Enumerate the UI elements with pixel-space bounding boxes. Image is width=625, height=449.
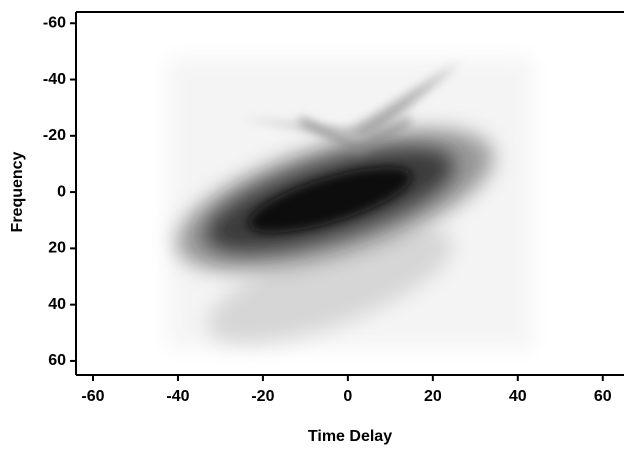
y-tick-label: 60 — [48, 352, 66, 369]
x-axis-title: Time Delay — [308, 428, 392, 445]
y-tick-label: -20 — [43, 127, 66, 144]
x-tick-label: 0 — [343, 388, 352, 405]
x-tick-label: 60 — [594, 388, 612, 405]
y-tick-label: -40 — [43, 71, 66, 88]
density-image — [168, 58, 533, 348]
x-tick-label: 20 — [424, 388, 442, 405]
x-tick-label: -40 — [166, 388, 189, 405]
x-tick-label: 40 — [509, 388, 527, 405]
y-axis-title: Frequency — [9, 151, 26, 232]
y-tick-label: 20 — [48, 240, 66, 257]
x-tick-label: -60 — [81, 388, 104, 405]
y-tick-label: 40 — [48, 296, 66, 313]
x-tick-label: -20 — [251, 388, 274, 405]
y-tick-label: -60 — [43, 14, 66, 31]
y-tick-label: 0 — [57, 183, 66, 200]
